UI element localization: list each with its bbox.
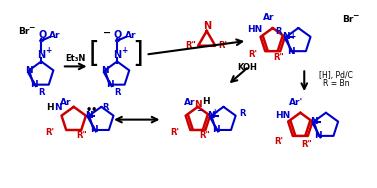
Text: N: N xyxy=(37,50,45,60)
Text: N: N xyxy=(106,80,113,89)
Text: R': R' xyxy=(248,50,257,59)
Text: R: R xyxy=(114,88,120,96)
Text: N: N xyxy=(85,111,92,120)
Text: N: N xyxy=(287,47,295,56)
Text: O: O xyxy=(38,30,46,40)
Text: R': R' xyxy=(46,128,55,137)
Text: N: N xyxy=(113,50,121,60)
Text: [: [ xyxy=(89,40,100,68)
Text: R": R" xyxy=(301,140,312,149)
Text: N: N xyxy=(203,21,211,31)
Text: +: + xyxy=(45,46,51,55)
Text: R: R xyxy=(102,103,109,112)
Text: Br: Br xyxy=(18,27,29,36)
Text: R": R" xyxy=(76,131,87,140)
Text: R': R' xyxy=(274,137,283,146)
Text: H: H xyxy=(46,103,54,112)
Text: HN: HN xyxy=(247,25,263,34)
Text: ••: •• xyxy=(85,105,98,115)
Text: N: N xyxy=(101,66,109,75)
Text: R: R xyxy=(239,109,246,118)
Text: −: − xyxy=(103,28,111,38)
Text: +: + xyxy=(289,32,296,41)
Text: R': R' xyxy=(171,128,180,137)
Text: N: N xyxy=(207,111,215,120)
Text: −: − xyxy=(352,11,359,20)
Text: [H], Pd/C: [H], Pd/C xyxy=(319,71,353,80)
Text: +: + xyxy=(121,46,127,55)
Text: KOH: KOH xyxy=(237,63,257,72)
Text: R: R xyxy=(275,27,282,36)
Text: Et₃N: Et₃N xyxy=(66,54,86,63)
Text: H: H xyxy=(202,97,210,106)
Text: N: N xyxy=(282,32,290,41)
Text: O: O xyxy=(114,30,122,40)
Text: −: − xyxy=(28,24,35,33)
Text: N: N xyxy=(25,66,33,75)
Text: Ar': Ar' xyxy=(289,98,303,107)
Text: Ar: Ar xyxy=(125,31,136,40)
Text: Ar: Ar xyxy=(60,98,72,107)
Text: −: − xyxy=(196,106,203,115)
Text: N: N xyxy=(30,80,37,89)
Text: N: N xyxy=(90,125,98,134)
Text: R": R" xyxy=(185,41,196,50)
Text: N: N xyxy=(54,103,62,112)
Text: ]: ] xyxy=(132,40,143,68)
Text: R: R xyxy=(38,88,44,96)
Text: R = Bn: R = Bn xyxy=(323,79,349,88)
Text: HN: HN xyxy=(275,111,290,120)
Text: Br: Br xyxy=(342,15,353,24)
Text: N: N xyxy=(212,125,220,134)
Text: N: N xyxy=(310,117,317,126)
Text: R": R" xyxy=(273,53,284,62)
Text: R': R' xyxy=(219,41,228,50)
Text: Ar: Ar xyxy=(184,98,196,107)
Text: N: N xyxy=(194,100,202,109)
Text: N: N xyxy=(314,131,322,140)
Text: N: N xyxy=(85,111,93,120)
Text: Ar: Ar xyxy=(49,31,61,40)
Text: R": R" xyxy=(199,131,210,140)
Text: Ar: Ar xyxy=(263,13,274,22)
Text: +: + xyxy=(211,108,218,117)
